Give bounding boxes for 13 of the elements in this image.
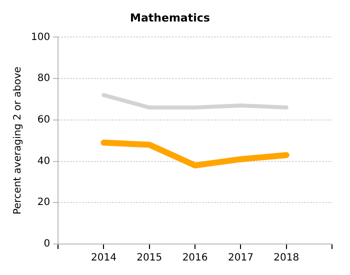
y-tick-label: 40 [37,156,50,167]
y-tick-label: 100 [30,32,50,43]
x-tick-label: 2017 [228,252,254,264]
y-tick-label: 80 [37,73,50,84]
x-tick-label: 2014 [91,252,116,264]
y-tick-label: 0 [44,238,50,250]
y-axis-title: Percent averaging 2 or above [12,66,24,215]
x-tick-label: 2015 [136,252,162,264]
y-tick-label: 20 [37,197,50,208]
chart-title: Mathematics [130,11,210,24]
x-tick-label: 2016 [182,252,208,264]
y-tick-label: 60 [37,114,50,126]
x-tick-label: 2018 [274,252,300,264]
